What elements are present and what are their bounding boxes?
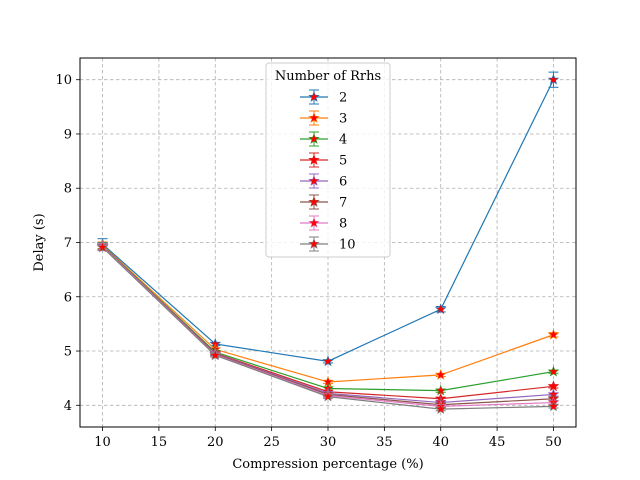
y-tick-label: 4 <box>64 399 72 414</box>
legend-label: 10 <box>339 238 356 253</box>
legend-marker-star <box>308 237 320 249</box>
series-10 <box>96 241 560 414</box>
legend-entry: 6 <box>300 173 347 190</box>
y-axis-label: Delay (s) <box>32 213 47 271</box>
legend-entry: 3 <box>300 110 347 127</box>
legend-label: 3 <box>339 112 347 127</box>
data-point-star <box>434 403 447 414</box>
x-tick-label: 45 <box>489 435 506 450</box>
data-point-star <box>322 390 334 402</box>
x-tick-label: 20 <box>207 435 224 450</box>
data-point-star <box>547 400 560 412</box>
data-point-star <box>547 73 560 85</box>
y-tick-label: 8 <box>64 182 72 197</box>
legend-label: 8 <box>339 217 347 232</box>
x-tick-label: 30 <box>320 435 337 450</box>
legend-marker-star <box>308 132 320 144</box>
x-axis-label: Compression percentage (%) <box>232 457 423 472</box>
legend-label: 7 <box>339 196 347 211</box>
legend-label: 6 <box>339 175 347 190</box>
y-tick-label: 5 <box>64 345 72 360</box>
legend-entry: 7 <box>300 194 347 211</box>
data-point-star <box>322 355 334 367</box>
data-point-star <box>547 328 560 340</box>
legend-marker-star <box>308 111 320 123</box>
x-tick-label: 35 <box>376 435 393 450</box>
legend-entry: 8 <box>300 215 347 232</box>
x-tick-label: 50 <box>545 435 562 450</box>
legend-label: 4 <box>339 133 347 148</box>
y-tick-label: 7 <box>64 236 72 251</box>
data-point-star <box>434 368 447 380</box>
x-tick-label: 10 <box>94 435 111 450</box>
data-point-star <box>96 241 109 253</box>
legend-entry: 2 <box>300 89 347 106</box>
y-tick-label: 6 <box>64 290 72 305</box>
data-point-star <box>209 349 222 361</box>
legend-label: 2 <box>339 91 347 106</box>
data-point-star <box>434 303 447 315</box>
legend-entry: 4 <box>300 131 347 148</box>
legend-entries: 2 3 4 5 6 7 8 10 <box>300 89 356 253</box>
x-tick-label: 40 <box>432 435 449 450</box>
legend-marker-star <box>308 174 320 186</box>
x-tick-label: 25 <box>263 435 280 450</box>
legend-marker-star <box>308 216 320 228</box>
legend-marker-star <box>308 195 320 207</box>
legend-label: 5 <box>339 154 347 169</box>
legend-entry: 10 <box>300 236 356 253</box>
series-lines <box>96 71 560 414</box>
data-point-star <box>547 365 560 377</box>
legend-marker-star <box>308 153 320 165</box>
x-tick-label: 15 <box>151 435 168 450</box>
legend-entry: 5 <box>300 152 347 169</box>
legend-marker-star <box>308 90 320 102</box>
y-tick-label: 9 <box>64 127 72 142</box>
legend: Number of Rrhs 2 3 4 5 6 7 8 10 <box>265 62 391 258</box>
legend-title: Number of Rrhs <box>275 69 381 84</box>
y-tick-label: 10 <box>55 73 72 88</box>
